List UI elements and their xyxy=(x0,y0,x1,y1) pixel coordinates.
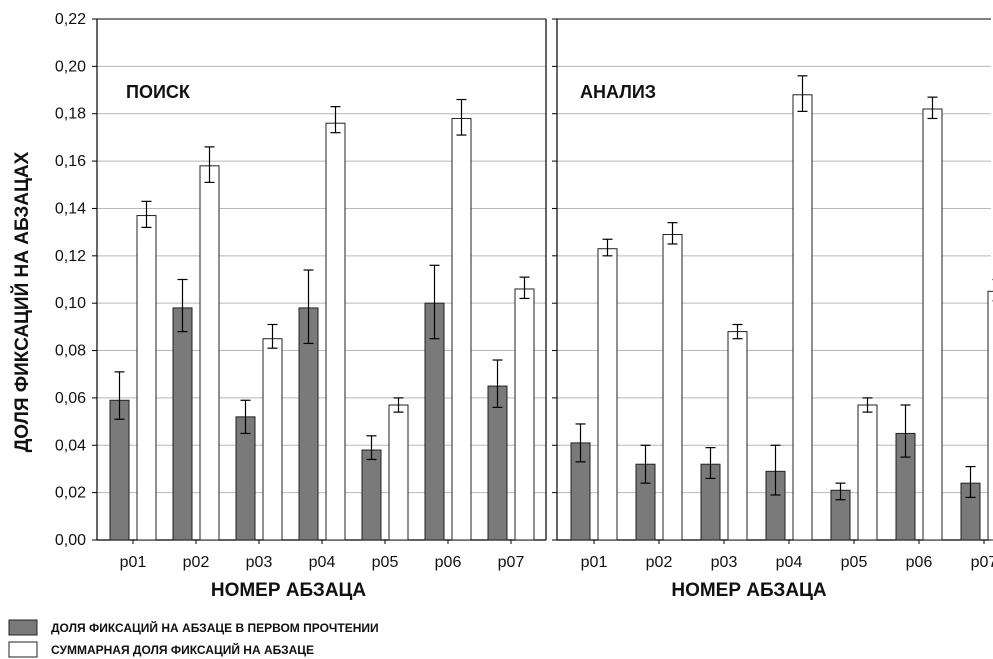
panel-title: ПОИСК xyxy=(126,82,191,102)
bar-total xyxy=(597,248,618,541)
y-tick-label: 0,06 xyxy=(55,390,86,407)
bar-total xyxy=(451,117,472,541)
y-tick-label: 0,12 xyxy=(55,248,86,265)
x-tick-label: p06 xyxy=(906,554,933,571)
y-tick-label: 0,08 xyxy=(55,343,86,360)
bar-total xyxy=(662,234,683,541)
x-tick-label: p03 xyxy=(711,554,738,571)
x-axis-label: НОМЕР АБЗАЦА xyxy=(671,580,827,601)
legend-label: ДОЛЯ ФИКСАЦИЙ НА АБЗАЦЕ В ПЕРВОМ ПРОЧТЕН… xyxy=(51,620,379,635)
y-axis-label: ДОЛЯ ФИКСАЦИЙ НА АБЗАЦАХ xyxy=(11,151,33,452)
x-tick-label: p07 xyxy=(498,554,525,571)
panel-title: АНАЛИЗ xyxy=(580,82,656,102)
legend-label: СУММАРНАЯ ДОЛЯ ФИКСАЦИЙ НА АБЗАЦЕ xyxy=(51,642,314,657)
bar-total xyxy=(199,165,220,541)
x-tick-label: p05 xyxy=(841,554,868,571)
y-tick-label: 0,18 xyxy=(55,106,86,123)
y-tick-label: 0,14 xyxy=(55,200,86,217)
bar-total xyxy=(727,331,748,541)
bar-first-reading xyxy=(172,307,193,541)
x-tick-label: p01 xyxy=(581,554,608,571)
panel-2: АНАЛИЗ p01 p02 p03 p04 p05 p06 p07 НОМЕР АБЗАЦА xyxy=(552,18,993,601)
x-tick-label: p03 xyxy=(246,554,273,571)
y-tick-label: 0,20 xyxy=(55,58,86,75)
legend-swatch xyxy=(8,641,38,658)
x-tick-label: p04 xyxy=(776,554,803,571)
panel-1: 0,00 0,02 0,04 0,06 0,08 0,10 0,12 0,14 0,16 0,18… xyxy=(55,11,547,601)
y-tick-label: 0,16 xyxy=(55,153,86,170)
bar-total xyxy=(857,404,878,541)
x-axis-label: НОМЕР АБЗАЦА xyxy=(211,580,367,601)
y-tick-label: 0,00 xyxy=(55,532,86,549)
bar-first-reading xyxy=(487,385,508,541)
x-tick-label: p05 xyxy=(372,554,399,571)
bar-first-reading xyxy=(109,399,130,541)
y-tick-label: 0,10 xyxy=(55,295,86,312)
x-tick-label: p01 xyxy=(120,554,147,571)
x-tick-label: p04 xyxy=(309,554,336,571)
x-tick-label: p02 xyxy=(183,554,210,571)
x-tick-label: p06 xyxy=(435,554,462,571)
bar-total xyxy=(922,108,943,541)
x-tick-label: p07 xyxy=(971,554,993,571)
bar-total xyxy=(136,215,157,541)
bar-first-reading xyxy=(235,416,256,541)
y-tick-label: 0,02 xyxy=(55,485,86,502)
bar-total xyxy=(262,338,283,541)
y-tick-label: 0,04 xyxy=(55,437,86,454)
bar-total xyxy=(514,288,535,541)
bar-first-reading xyxy=(361,449,382,541)
x-tick-label: p02 xyxy=(646,554,673,571)
y-tick-label: 0,22 xyxy=(55,11,86,28)
bar-total xyxy=(325,122,346,541)
bar-total xyxy=(987,290,993,541)
bar-total xyxy=(388,404,409,541)
legend-swatch xyxy=(8,619,38,636)
bar-total xyxy=(792,94,813,541)
legend: ДОЛЯ ФИКСАЦИЙ НА АБЗАЦЕ В ПЕРВОМ ПРОЧТЕН… xyxy=(8,619,379,658)
